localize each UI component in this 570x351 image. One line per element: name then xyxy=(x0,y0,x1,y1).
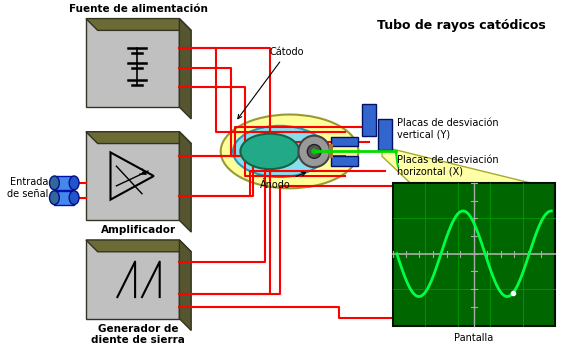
Text: Amplificador: Amplificador xyxy=(100,225,176,235)
Bar xyxy=(86,19,180,107)
Circle shape xyxy=(299,136,330,167)
Text: Tubo de rayos catódicos: Tubo de rayos catódicos xyxy=(377,19,546,32)
Text: Cátodo: Cátodo xyxy=(238,47,304,119)
Text: Generador de
diente de sierra: Generador de diente de sierra xyxy=(91,324,185,345)
Ellipse shape xyxy=(69,176,79,190)
Bar xyxy=(86,240,180,319)
Ellipse shape xyxy=(233,126,327,177)
Ellipse shape xyxy=(69,191,79,205)
Polygon shape xyxy=(382,146,555,321)
Polygon shape xyxy=(86,19,191,31)
Ellipse shape xyxy=(50,191,59,205)
Bar xyxy=(86,132,180,220)
Bar xyxy=(331,137,359,146)
Circle shape xyxy=(307,145,321,158)
Polygon shape xyxy=(86,132,191,144)
Text: Entrada
de señal: Entrada de señal xyxy=(7,177,48,199)
Circle shape xyxy=(311,148,317,154)
Text: Fuente de alimentación: Fuente de alimentación xyxy=(68,4,207,14)
Bar xyxy=(363,104,376,136)
Text: Placas de desviación
vertical (Y): Placas de desviación vertical (Y) xyxy=(397,118,498,140)
Bar xyxy=(378,119,392,151)
Ellipse shape xyxy=(221,114,359,188)
Bar xyxy=(54,176,74,190)
Polygon shape xyxy=(180,19,191,119)
Text: Pantalla: Pantalla xyxy=(454,333,493,343)
Polygon shape xyxy=(86,240,191,252)
Text: Placas de desviación
horizontal (X): Placas de desviación horizontal (X) xyxy=(397,155,498,177)
Polygon shape xyxy=(180,132,191,232)
Ellipse shape xyxy=(241,134,299,169)
Bar xyxy=(54,191,74,205)
Bar xyxy=(393,183,555,326)
Bar xyxy=(331,156,359,166)
Text: Ánodo: Ánodo xyxy=(260,172,306,190)
Ellipse shape xyxy=(50,176,59,190)
Polygon shape xyxy=(180,240,191,331)
